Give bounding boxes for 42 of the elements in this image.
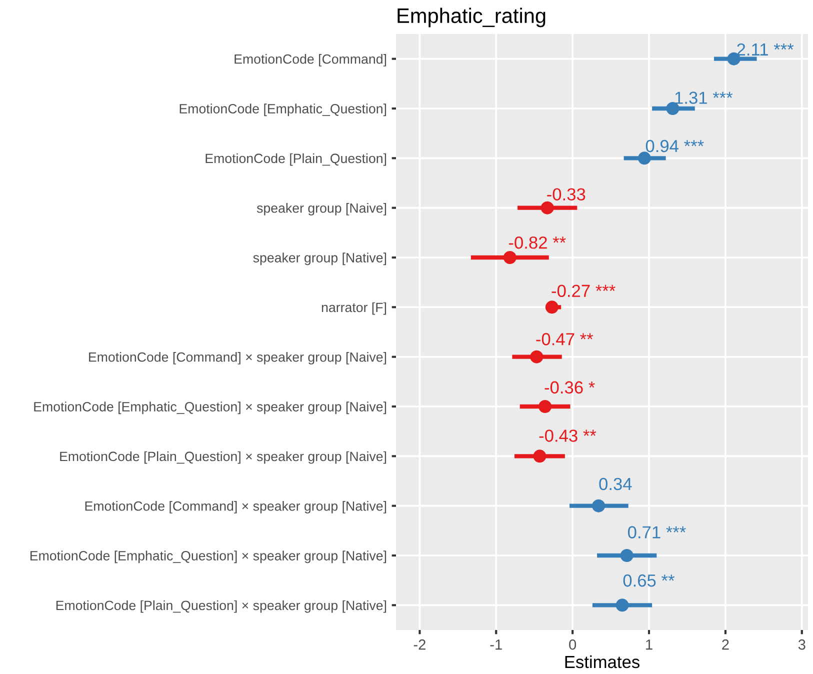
- x-tick-label: 1: [646, 640, 652, 650]
- y-tick-label: EmotionCode [Command] × speaker group [Native]: [85, 501, 386, 514]
- data-label: -0.27 ***: [552, 284, 616, 298]
- point: [530, 350, 544, 364]
- point: [538, 400, 552, 414]
- x-tick-label: 3: [798, 639, 806, 650]
- y-tick-label: EmotionCode [Plain_Question] × speaker group [Native]: [56, 600, 386, 613]
- point: [545, 300, 558, 314]
- data-label: -0.43 **: [539, 430, 596, 442]
- data-label: 0.94 ***: [646, 140, 704, 152]
- point: [533, 450, 546, 463]
- data-label: -0.36 *: [544, 381, 595, 394]
- y-tick-label: speaker group [Native]: [253, 252, 386, 266]
- y-tick-label: EmotionCode [Emphatic_Question] × speaker group [Naive]: [34, 402, 386, 414]
- point: [540, 201, 554, 214]
- point: [638, 152, 651, 165]
- data-label: 0.71 ***: [628, 526, 686, 538]
- y-tick-label: EmotionCode [Plain_Question] × speaker group [Naive]: [60, 451, 386, 464]
- point: [620, 548, 634, 562]
- y-tick-label: EmotionCode [Plain_Question]: [206, 153, 386, 166]
- data-label: 0.65 **: [623, 574, 674, 587]
- data-label: 1.31 ***: [675, 92, 733, 104]
- data-label: -0.47 **: [536, 333, 594, 346]
- point: [503, 250, 516, 264]
- x-tick-label: -1: [490, 640, 502, 650]
- x-axis-title: Estimates: [565, 655, 640, 668]
- data-label: -0.82 **: [508, 236, 566, 249]
- y-tick-label: EmotionCode [Emphatic_Question]: [180, 104, 386, 116]
- x-tick-label: 0: [569, 639, 576, 650]
- x-tick-label: -2: [414, 639, 426, 650]
- y-tick-label: EmotionCode [Command]: [234, 54, 386, 66]
- y-tick-label: speaker group [Naive]: [256, 203, 386, 216]
- point: [592, 499, 606, 512]
- chart-title: Emphatic_rating: [398, 8, 546, 28]
- data-label: -0.33: [547, 188, 586, 200]
- data-label: 2.11 ***: [737, 43, 794, 56]
- y-tick-label: EmotionCode [Emphatic_Question] × speaker group [Native]: [30, 550, 386, 564]
- point: [616, 598, 629, 612]
- y-tick-label: EmotionCode [Command] × speaker group [Naive]: [89, 352, 386, 364]
- data-label: 0.34: [599, 478, 632, 490]
- y-tick-label: narrator [F]: [322, 302, 386, 315]
- x-tick-label: 2: [722, 639, 729, 650]
